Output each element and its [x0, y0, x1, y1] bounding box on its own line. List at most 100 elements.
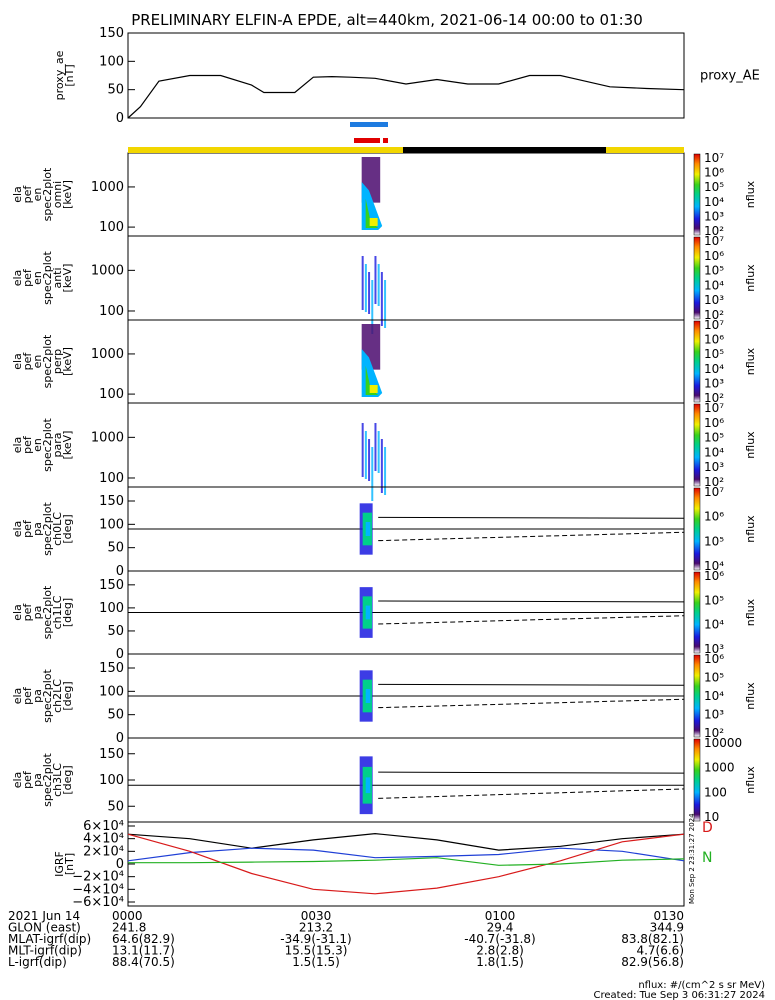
- flux-sparse-streak: [380, 272, 383, 326]
- side-timestamp: Mon Sep 2 23:31:27 2024: [688, 813, 696, 904]
- footer-value: 0000: [112, 909, 143, 923]
- colorbar-label: nflux: [744, 515, 757, 543]
- igrf-series-line-3: [128, 857, 685, 866]
- y-tick-label: 150: [99, 578, 124, 593]
- y-tick-label: 100: [99, 304, 124, 319]
- panel-spec_omni: 1000100elapefenspec2plotomni[keV]10⁷10⁶1…: [11, 151, 757, 238]
- flux-sparse-streak: [374, 256, 377, 304]
- flux-sparse-streak: [380, 439, 383, 493]
- y-axis-label-line: omni: [51, 181, 64, 208]
- footer-value: 29.4: [487, 921, 514, 935]
- y-axis-label-line: [deg]: [61, 598, 74, 627]
- y-axis-label-line: pa: [31, 522, 44, 536]
- pa-flux-center: [365, 522, 371, 536]
- y-axis-label-line: ela: [11, 604, 24, 621]
- legend-proxy-ae: proxy_AE: [700, 69, 760, 84]
- flux-peak: [369, 385, 378, 393]
- y-axis-label-line: pef: [21, 770, 34, 789]
- colorbar-label: nflux: [744, 180, 757, 208]
- pa-flux-center: [365, 605, 371, 620]
- y-axis-label-line: ela: [11, 772, 24, 789]
- y-axis-label-line: pa: [31, 606, 44, 620]
- y-axis-label-line: ela: [11, 521, 24, 538]
- flux-sparse-streak: [364, 264, 367, 312]
- shadow-bar-black: [403, 147, 606, 153]
- y-axis-label-line: spec2plot: [41, 753, 54, 807]
- y-axis-label-line: ela: [11, 437, 24, 454]
- panel-frame: [127, 235, 685, 321]
- panel-frame: [127, 319, 685, 404]
- y-tick-label: 0: [116, 111, 124, 126]
- colorbar-label: nflux: [744, 766, 757, 794]
- colorbar-tick-label: 10⁵: [704, 671, 724, 685]
- y-tick-label: 100: [99, 54, 124, 69]
- orbit-bar-red-2: [383, 138, 388, 143]
- panel-frame: [127, 402, 685, 488]
- y-tick-label: 100: [99, 773, 124, 788]
- colorbar-tick-label: 10⁵: [704, 431, 724, 445]
- y-axis-label-line: ch1LC: [51, 595, 64, 629]
- colorbar-tick-label: 10²: [704, 391, 724, 405]
- colorbar-tick-label: 10³: [704, 209, 724, 223]
- colorbar-tick-label: 10⁴: [704, 195, 724, 209]
- y-axis-label-line: ela: [11, 688, 24, 705]
- y-axis-label-line: en: [31, 355, 44, 369]
- flux-sparse-streak: [361, 423, 364, 477]
- y-axis-label-line: [deg]: [61, 514, 74, 543]
- panel-frame: [127, 737, 685, 823]
- flux-sparse-streak: [368, 272, 371, 314]
- colorbar-label: nflux: [744, 431, 757, 459]
- colorbar-tick-label: 10³: [704, 460, 724, 474]
- y-tick-label: 150: [99, 26, 124, 41]
- y-tick-label: 0: [116, 731, 124, 746]
- footer-value: 83.8(82.1): [621, 932, 684, 946]
- flux-sparse-streak: [377, 264, 380, 306]
- colorbar-tick-label: 10⁷: [704, 151, 724, 165]
- orbit-bar-red-1: [354, 138, 380, 143]
- flux-sparse-streak: [384, 447, 387, 495]
- y-axis-label-line: [keV]: [61, 347, 74, 376]
- colorbar-tick-label: 100: [704, 785, 727, 799]
- y-tick-label: 150: [99, 661, 124, 676]
- panel-spec_anti: 1000100elapefenspec2plotanti[keV]10⁷10⁶1…: [11, 234, 757, 334]
- flux-sparse-streak: [371, 447, 374, 501]
- colorbar-label: nflux: [744, 682, 757, 710]
- flux-sparse-streak: [364, 431, 367, 479]
- panel-proxy_ae: 150 100 50 0 proxy_ae[nT] proxy_AE: [53, 26, 760, 126]
- y-tick-label: 1000: [91, 430, 124, 445]
- y-tick-label: 0: [116, 857, 124, 872]
- colorbar-tick-label: 10⁶: [704, 416, 724, 430]
- footer-value: 2.8(2.8): [476, 944, 524, 958]
- y-tick-label: 1000: [91, 347, 124, 362]
- colorbar-tick-label: 10²: [704, 308, 724, 322]
- loss-cone-line: [378, 516, 685, 519]
- y-tick-label: 2×10⁴: [83, 844, 124, 859]
- y-axis-label-line: ch0LC: [51, 512, 64, 546]
- footer-value: 1.8(1.5): [476, 955, 524, 969]
- colorbar-tick-label: 10²: [704, 726, 724, 740]
- figure-title: PRELIMINARY ELFIN-A EPDE, alt=440km, 202…: [131, 11, 643, 29]
- colorbar-tick-label: 10⁶: [704, 510, 724, 524]
- y-axis-label-line: en: [31, 188, 44, 202]
- anti-loss-cone-line: [378, 698, 685, 709]
- sunlight-bar-yellow-2: [606, 147, 684, 153]
- colorbar: [693, 487, 701, 571]
- y-tick-label: 50: [107, 83, 124, 98]
- y-tick-label: 100: [99, 471, 124, 486]
- flux-sparse-streak: [384, 280, 387, 328]
- colorbar-tick-label: 10: [704, 810, 719, 824]
- y-tick-label: 100: [99, 601, 124, 616]
- footer-row-label: MLAT-igrf(dip): [8, 932, 91, 946]
- y-axis-label-line: ela: [11, 186, 24, 203]
- igrf-legend-n: N: [702, 850, 712, 866]
- y-tick-label: 1000: [91, 180, 124, 195]
- flux-peak: [369, 218, 378, 226]
- y-axis-label-line: [deg]: [61, 681, 74, 710]
- footer-value: 0100: [485, 909, 516, 923]
- colorbar-tick-label: 10⁷: [704, 401, 724, 415]
- y-axis-label-line: spec2plot: [41, 251, 54, 305]
- footer-value: 213.2: [299, 921, 333, 935]
